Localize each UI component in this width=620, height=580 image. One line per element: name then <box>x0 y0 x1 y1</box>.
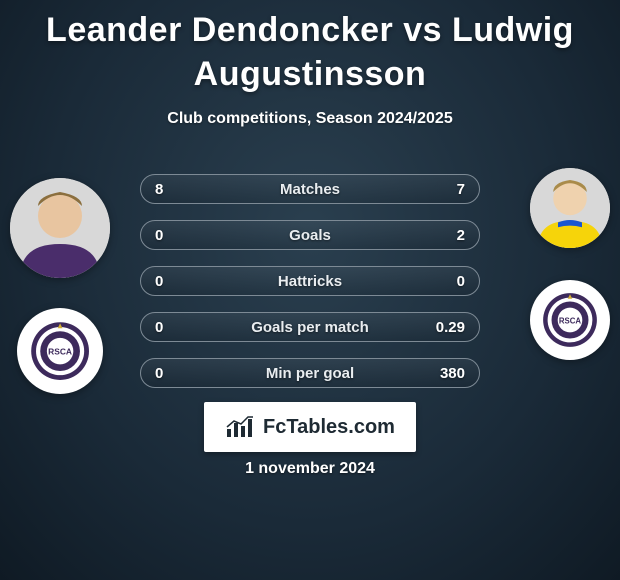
stat-value-right: 0 <box>457 273 465 290</box>
snapshot-date: 1 november 2024 <box>0 460 620 478</box>
stat-label: Hattricks <box>141 273 479 290</box>
stat-label: Goals per match <box>141 319 479 336</box>
stats-list: 8 Matches 7 0 Goals 2 0 Hattricks 0 0 Go… <box>140 174 480 388</box>
stat-value-right: 2 <box>457 227 465 244</box>
player-2-club-crest: RSCA <box>530 280 610 360</box>
comparison-title: Leander Dendoncker vs Ludwig Augustinsso… <box>0 0 620 96</box>
stat-value-left: 0 <box>155 365 163 382</box>
title-line-2: Augustinsson <box>194 55 427 93</box>
player-1-club-crest: RSCA <box>17 308 103 394</box>
stat-value-left: 0 <box>155 227 163 244</box>
stat-value-left: 0 <box>155 319 163 336</box>
club-crest-icon: RSCA <box>30 321 90 381</box>
source-logo-text: FcTables.com <box>263 416 395 439</box>
stat-row-hattricks: 0 Hattricks 0 <box>140 266 480 296</box>
stat-label: Matches <box>141 181 479 198</box>
stat-row-goals-per-match: 0 Goals per match 0.29 <box>140 312 480 342</box>
stat-label: Min per goal <box>141 365 479 382</box>
title-line-1: Leander Dendoncker vs Ludwig <box>46 11 574 49</box>
svg-text:RSCA: RSCA <box>559 316 582 325</box>
comparison-subtitle: Club competitions, Season 2024/2025 <box>0 110 620 128</box>
stat-value-right: 0.29 <box>436 319 465 336</box>
bar-chart-icon <box>225 415 255 439</box>
source-logo: FcTables.com <box>204 402 416 452</box>
player-1-column: RSCA <box>10 178 110 394</box>
stat-row-matches: 8 Matches 7 <box>140 174 480 204</box>
stat-value-right: 7 <box>457 181 465 198</box>
person-icon <box>10 178 110 278</box>
stat-value-left: 0 <box>155 273 163 290</box>
stat-label: Goals <box>141 227 479 244</box>
person-icon <box>530 168 610 248</box>
player-2-photo <box>530 168 610 248</box>
stat-value-left: 8 <box>155 181 163 198</box>
stat-row-min-per-goal: 0 Min per goal 380 <box>140 358 480 388</box>
stat-row-goals: 0 Goals 2 <box>140 220 480 250</box>
club-crest-icon: RSCA <box>542 292 598 348</box>
player-2-column: RSCA <box>530 168 610 360</box>
player-1-photo <box>10 178 110 278</box>
svg-text:RSCA: RSCA <box>48 347 72 357</box>
stat-value-right: 380 <box>440 365 465 382</box>
